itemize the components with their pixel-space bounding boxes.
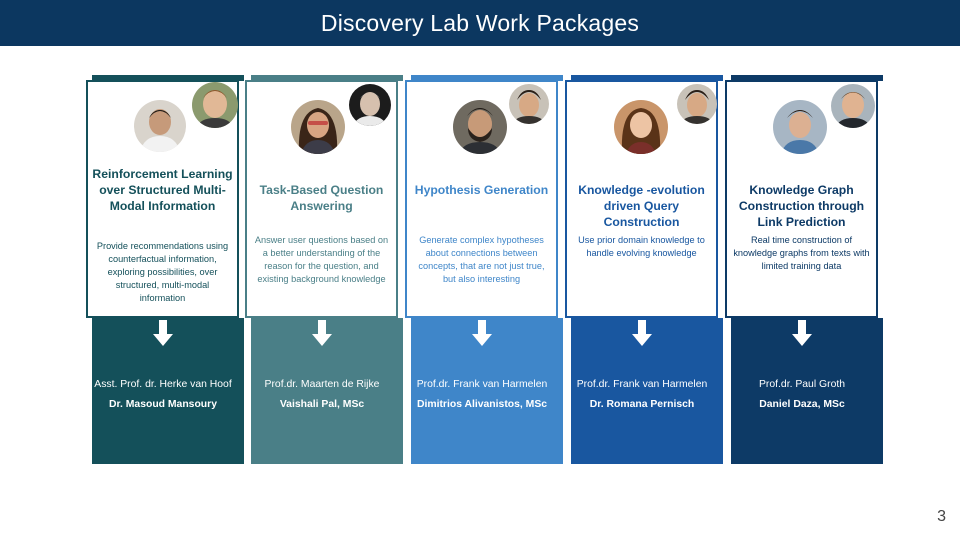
package-team-3: Prof.dr. Frank van Harmelen Dimitrios Al… — [406, 378, 558, 412]
package-team-2: Prof.dr. Maarten de Rijke Vaishali Pal, … — [246, 378, 398, 412]
arrow-down-icon — [632, 320, 652, 346]
package-team-1: Asst. Prof. dr. Herke van Hoof Dr. Masou… — [87, 378, 239, 412]
supervisor-photo — [509, 84, 549, 124]
package-team-5: Prof.dr. Paul Groth Daniel Daza, MSc — [726, 378, 878, 412]
researcher-photos — [567, 82, 717, 162]
researcher-photo — [291, 100, 345, 154]
researcher-photos — [407, 82, 556, 162]
title-bar: Discovery Lab Work Packages — [0, 0, 960, 46]
researcher-photos — [88, 82, 238, 162]
supervisor-name: Prof.dr. Maarten de Rijke — [264, 379, 380, 390]
researcher-photo — [453, 100, 507, 154]
researcher-name: Dr. Masoud Mansoury — [109, 399, 217, 410]
supervisor-name: Prof.dr. Frank van Harmelen — [416, 379, 548, 390]
researcher-name: Vaishali Pal, MSc — [279, 399, 365, 410]
package-card-5: Knowledge Graph Construction through Lin… — [725, 80, 878, 318]
arrow-down-icon — [153, 320, 173, 346]
supervisor-photo — [349, 84, 391, 126]
arrow-down-icon — [312, 320, 332, 346]
package-title: Knowledge Graph Construction through Lin… — [738, 183, 865, 229]
package-description: Use prior domain knowledge to handle evo… — [578, 235, 705, 258]
researcher-name: Daniel Daza, MSc — [759, 399, 845, 410]
researcher-name: Dr. Romana Pernisch — [589, 399, 695, 410]
package-description: Generate complex hypotheses about connec… — [418, 235, 545, 284]
column-footer — [731, 318, 883, 464]
column-band — [92, 75, 244, 81]
package-team-4: Prof.dr. Frank van Harmelen Dr. Romana P… — [566, 378, 718, 412]
supervisor-photo — [677, 84, 717, 124]
package-title: Task-Based Question Answering — [259, 183, 384, 213]
supervisor-photo — [831, 84, 875, 128]
arrow-down-icon — [792, 320, 812, 346]
researcher-photo — [134, 100, 186, 152]
supervisor-photo — [192, 82, 238, 128]
column-band — [411, 75, 563, 81]
researcher-name: Dimitrios Alivanistos, MSc — [416, 399, 548, 410]
column-footer — [571, 318, 723, 464]
package-title: Reinforcement Learning over Structured M… — [92, 167, 233, 213]
package-title: Knowledge -evolution driven Query Constr… — [578, 183, 705, 229]
arrow-down-icon — [472, 320, 492, 346]
column-footer — [251, 318, 403, 464]
package-card-3: Hypothesis Generation Generate complex h… — [405, 80, 558, 318]
researcher-photo — [614, 100, 668, 154]
package-card-1: Reinforcement Learning over Structured M… — [86, 80, 239, 318]
package-description: Answer user questions based on a better … — [254, 235, 389, 284]
column-band — [251, 75, 403, 81]
supervisor-name: Prof.dr. Frank van Harmelen — [576, 379, 708, 390]
package-column-4 — [571, 75, 723, 464]
package-description: Provide recommendations using counterfac… — [96, 241, 229, 303]
package-column-1 — [92, 75, 244, 464]
researcher-photo — [773, 100, 827, 154]
column-band — [571, 75, 723, 81]
supervisor-name: Prof.dr. Paul Groth — [758, 379, 846, 390]
package-card-2: Task-Based Question Answering Answer use… — [245, 80, 398, 318]
package-card-4: Knowledge -evolution driven Query Constr… — [565, 80, 718, 318]
researcher-photos — [727, 82, 876, 162]
package-column-3 — [411, 75, 563, 464]
page-title: Discovery Lab Work Packages — [320, 9, 640, 36]
package-column-5 — [731, 75, 883, 464]
column-band — [731, 75, 883, 81]
column-footer — [411, 318, 563, 464]
package-title: Hypothesis Generation — [414, 183, 549, 197]
package-description: Real time construction of knowledge grap… — [733, 235, 870, 271]
package-column-2 — [251, 75, 403, 464]
page-number: 3 — [937, 508, 946, 525]
column-footer — [92, 318, 244, 464]
supervisor-name: Asst. Prof. dr. Herke van Hoof — [94, 379, 232, 390]
researcher-photos — [247, 82, 396, 162]
